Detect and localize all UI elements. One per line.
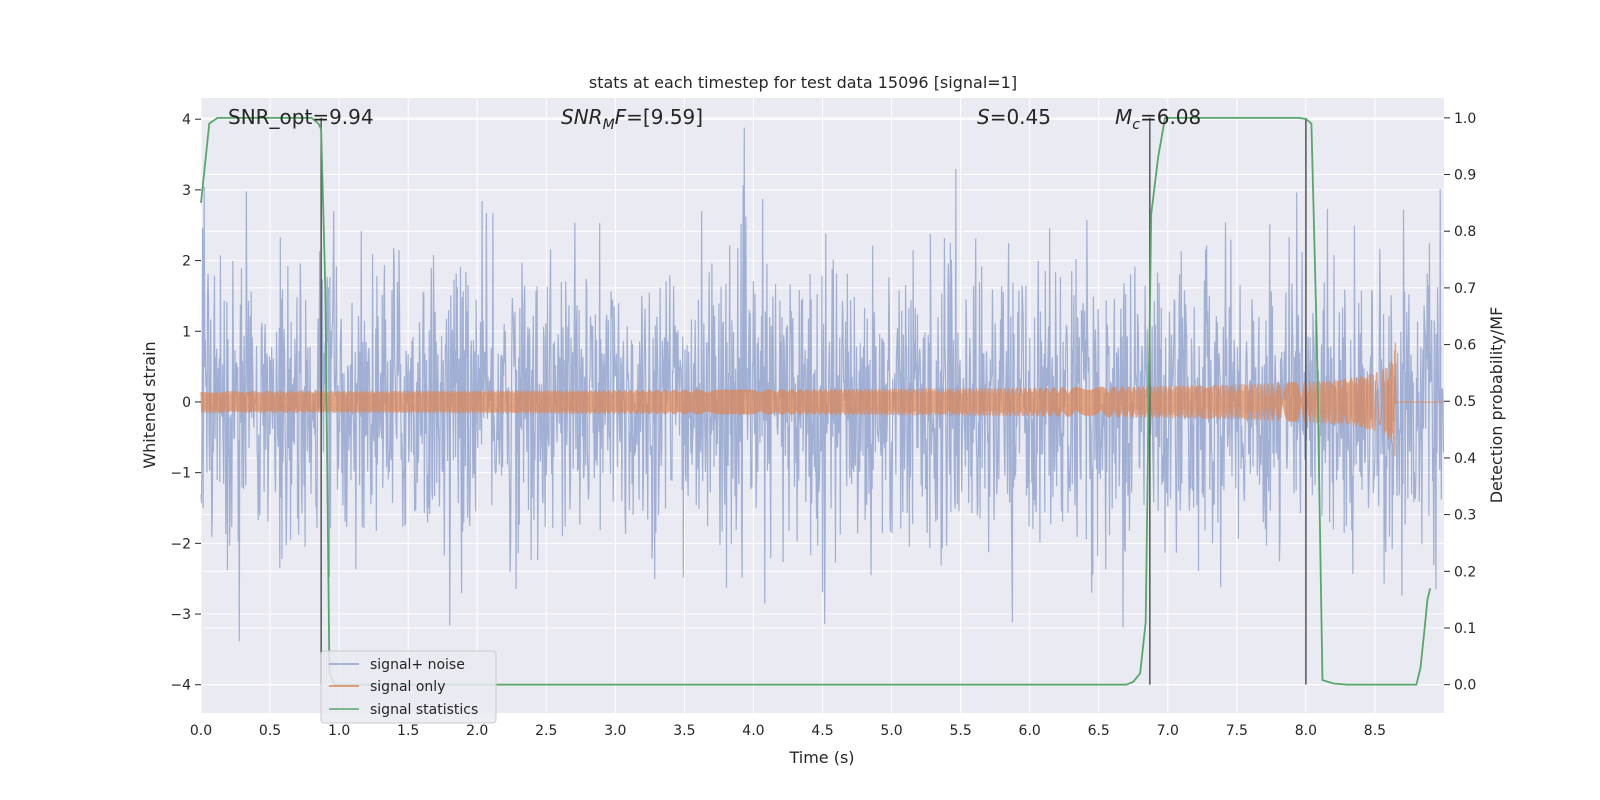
y-tick-label: 3 [182,183,191,199]
y-tick-label: 2 [182,254,191,270]
mc-symbol: M [1115,105,1132,129]
legend-label-stats: signal statistics [370,702,478,718]
x-tick-label: 5.5 [949,723,971,739]
y2-tick-label: 0.3 [1454,508,1476,524]
s-value: =0.45 [990,105,1051,129]
x-tick-label: 3.0 [604,723,626,739]
x-axis-ticks: 0.0 0.5 1.0 1.5 2.0 2.5 3.0 3.5 4.0 4.5 5.0 5.5 6.0 6… [190,723,1386,739]
x-tick-label: 1.0 [328,723,350,739]
mc-subscript: c [1132,117,1140,133]
x-tick-label: 8.0 [1295,723,1317,739]
x-tick-label: 6.0 [1019,723,1041,739]
x-tick-label: 1.5 [397,723,419,739]
y2-tick-label: 0.8 [1454,224,1476,240]
x-tick-label: 7.0 [1157,723,1179,739]
y-tick-label: −1 [170,466,191,482]
y2-tick-label: 0.5 [1454,394,1476,410]
series-signal-only [200,342,1444,457]
y-tick-label: −3 [170,607,191,623]
y-tick-label: 4 [182,112,191,128]
legend-box [320,650,497,724]
s-symbol: S [977,105,990,129]
x-tick-label: 5.0 [880,723,902,739]
vertical-markers [320,117,1307,685]
y-axis-label: Whitened strain [140,341,159,468]
x-tick-label: 2.0 [466,723,488,739]
y-axis-ticks: 4 3 2 1 0 −1 −2 −3 −4 [170,112,201,694]
y-tick-label: −2 [170,536,191,552]
y2-tick-label: 0.9 [1454,168,1476,184]
y2-axis-label: Detection probability/MF [1487,307,1506,504]
y2-tick-label: 0.2 [1454,564,1476,580]
annotation-mc: Mc=6.08 [1115,105,1201,133]
x-tick-label: 7.5 [1226,723,1248,739]
y2-tick-label: 1.0 [1454,111,1476,127]
snr-mf-value: =[9.59] [626,105,703,129]
series-line-signal-only [200,342,1444,457]
y2-tick-label: 0.0 [1454,678,1476,694]
legend-label-signal: signal only [370,679,445,695]
snr-mf-symbol: SNR [561,105,603,129]
y2-tick-label: 0.6 [1454,338,1476,354]
snr-mf-rest: F [615,105,627,129]
snr-mf-subscript: M [603,117,615,133]
x-tick-label: 0.5 [259,723,281,739]
series-signal-statistics [200,116,1432,686]
x-tick-label: 4.5 [811,723,833,739]
mc-value: =6.08 [1140,105,1201,129]
y-tick-label: 1 [182,324,191,340]
y2-tick-label: 0.7 [1454,281,1476,297]
y2-tick-label: 0.1 [1454,621,1476,637]
annotation-snr-opt: SNR_opt=9.94 [228,105,374,129]
x-tick-label: 6.5 [1088,723,1110,739]
x-tick-label: 8.5 [1364,723,1386,739]
y2-tick-label: 0.4 [1454,451,1476,467]
x-tick-label: 0.0 [190,723,212,739]
x-tick-label: 2.5 [535,723,557,739]
chart-title: stats at each timestep for test data 150… [589,73,1017,92]
x-tick-label: 3.5 [673,723,695,739]
y2-axis-ticks: 1.0 0.9 0.8 0.7 0.6 0.5 0.4 0.3 0.2 0.1 0.0 [1444,111,1476,694]
y-tick-label: −4 [170,678,191,694]
y-tick-label: 0 [182,395,191,411]
x-axis-label: Time (s) [788,748,854,767]
annotation-snr-mf: SNRMF=[9.59] [561,105,703,133]
annotation-s: S=0.45 [977,105,1051,129]
x-tick-label: 4.0 [742,723,764,739]
legend-label-noise: signal+ noise [370,657,465,673]
legend: signal+ noise signal only signal statist… [320,650,497,724]
